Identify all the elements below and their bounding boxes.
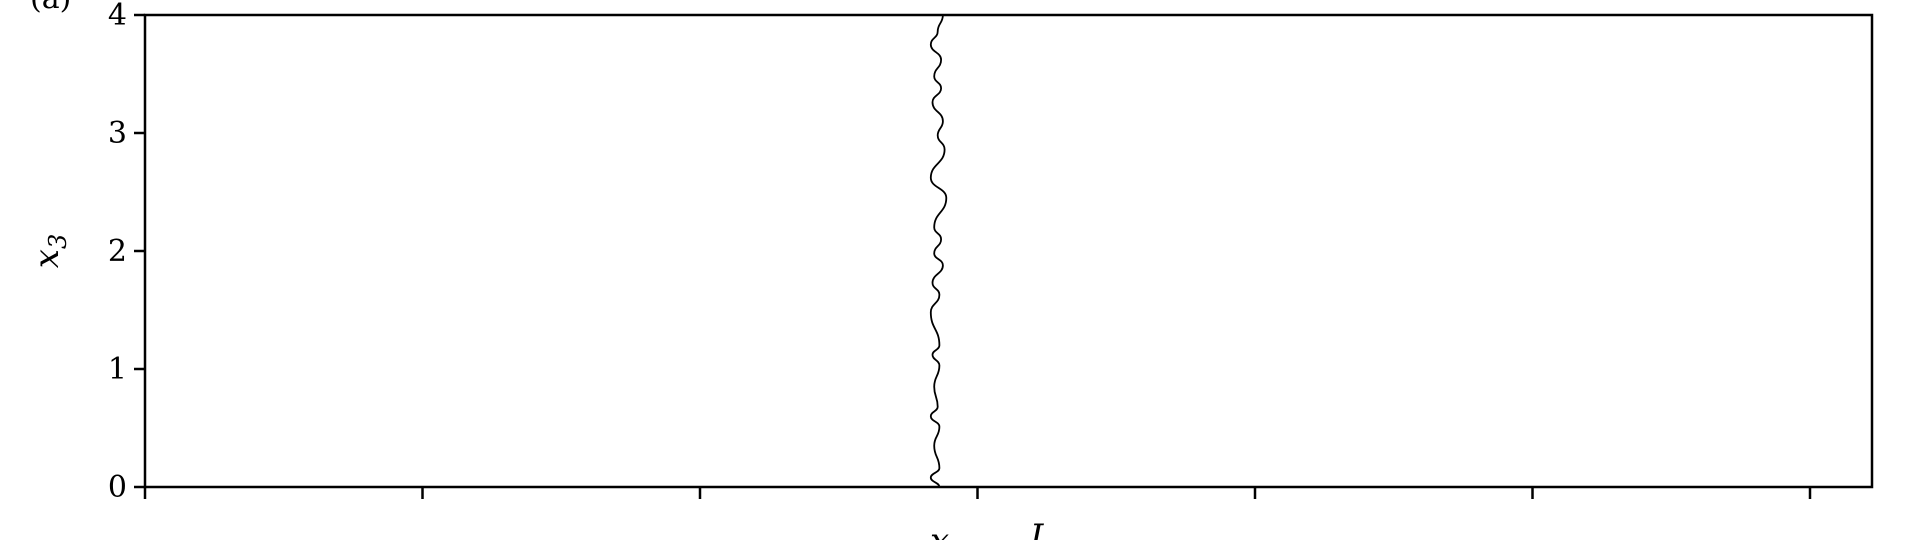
y-axis-ticks: 0 1 2 3 4 (108, 0, 145, 505)
x-axis-label-right: L (1029, 517, 1053, 540)
panel-label: (a) (30, 0, 71, 16)
series-line (929, 14, 948, 488)
plot-frame (143, 13, 1874, 489)
x-axis-label: x (930, 521, 949, 540)
y-tick-label-2: 2 (108, 234, 127, 269)
y-tick-label-0: 0 (108, 470, 127, 505)
y-axis-label: x3 (27, 234, 72, 268)
y-axis-label-subscript: 3 (44, 234, 72, 249)
x-axis-ticks (143, 487, 1812, 499)
y-tick-label-1: 1 (108, 352, 127, 387)
y-tick-label-4: 4 (108, 0, 127, 33)
y-axis-label-main: x (27, 249, 67, 268)
y-tick-label-3: 3 (108, 116, 127, 151)
svg-text:x3: x3 (27, 234, 72, 268)
